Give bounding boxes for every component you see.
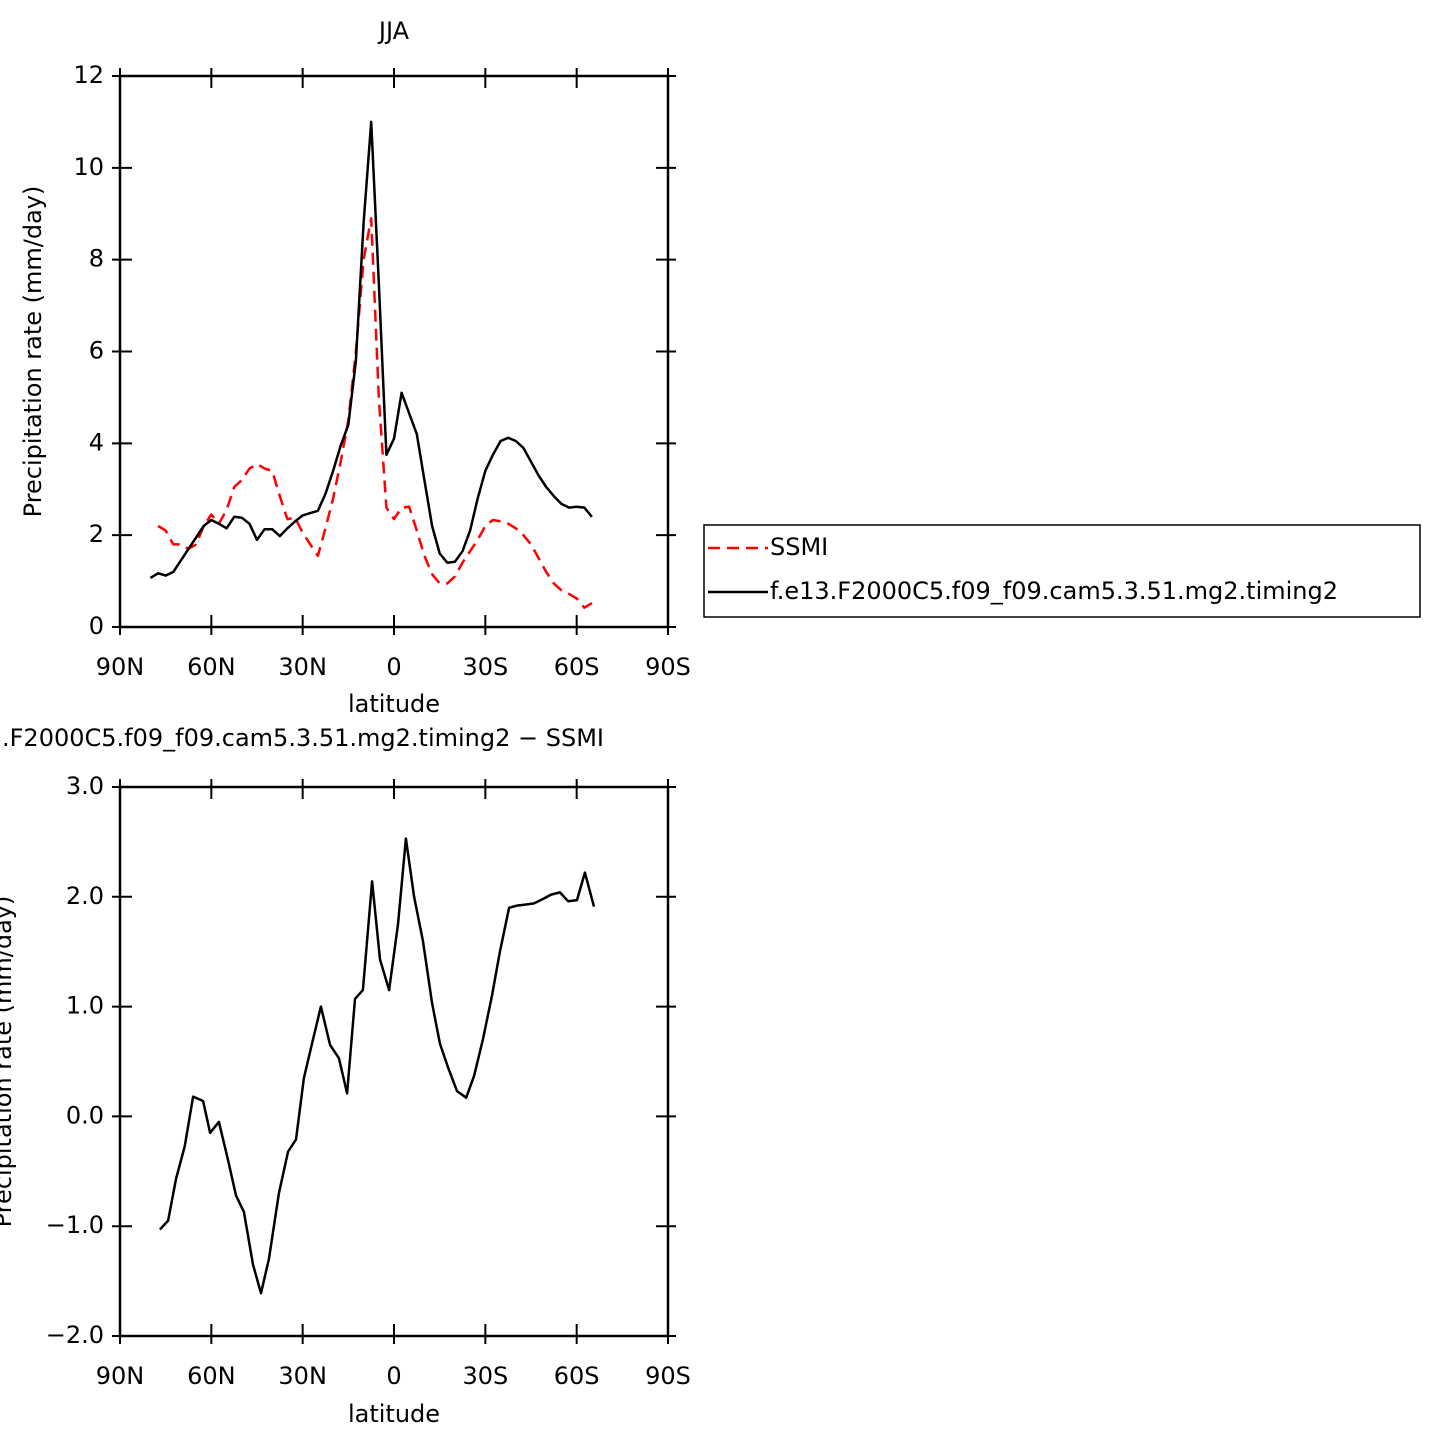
x-axis-label: latitude (348, 690, 440, 718)
x-tick-label: 30S (462, 1362, 508, 1390)
x-tick-label: 60S (554, 1362, 600, 1390)
x-tick-label: 30S (462, 653, 508, 681)
plot-frame (118, 74, 670, 629)
data-line (157, 217, 593, 609)
y-tick-label: 2.0 (66, 882, 104, 910)
x-tick-label: 0 (386, 653, 401, 681)
legend-label: f.e13.F2000C5.f09_f09.cam5.3.51.mg2.timi… (770, 577, 1338, 605)
y-tick-label: 0.0 (66, 1101, 104, 1129)
x-tick-label: 60S (554, 653, 600, 681)
plot-frame (118, 785, 670, 1338)
x-tick-label: 60N (187, 1362, 236, 1390)
y-tick-label: 12 (73, 61, 104, 89)
y-tick-label: −2.0 (46, 1321, 104, 1349)
x-tick-label: 90N (96, 1362, 145, 1390)
y-tick-label: 8 (89, 245, 104, 273)
y-tick-label: 1.0 (66, 992, 104, 1020)
x-tick-label: 0 (386, 1362, 401, 1390)
x-tick-label: 90S (645, 653, 691, 681)
legend-label: SSMI (770, 533, 828, 561)
y-tick-label: 3.0 (66, 772, 104, 800)
x-tick-label: 90N (96, 653, 145, 681)
y-axis-label: Precipitation rate (mm/day) (0, 896, 17, 1228)
y-axis-label: Precipitation rate (mm/day) (19, 186, 47, 518)
x-tick-label: 90S (645, 1362, 691, 1390)
y-tick-label: −1.0 (46, 1211, 104, 1239)
legend-box (703, 524, 1421, 618)
y-tick-label: 10 (73, 153, 104, 181)
data-line (149, 120, 593, 579)
y-tick-label: 4 (89, 428, 104, 456)
x-tick-label: 60N (187, 653, 236, 681)
x-tick-label: 30N (278, 653, 327, 681)
chart-title: JJA (377, 17, 410, 45)
x-axis-label: latitude (348, 1400, 440, 1428)
data-line (158, 837, 596, 1295)
y-tick-label: 6 (89, 337, 104, 365)
y-tick-label: 0 (89, 612, 104, 640)
x-tick-label: 30N (278, 1362, 327, 1390)
chart-title: .F2000C5.f09_f09.cam5.3.51.mg2.timing2 −… (2, 724, 604, 752)
y-tick-label: 2 (89, 520, 104, 548)
